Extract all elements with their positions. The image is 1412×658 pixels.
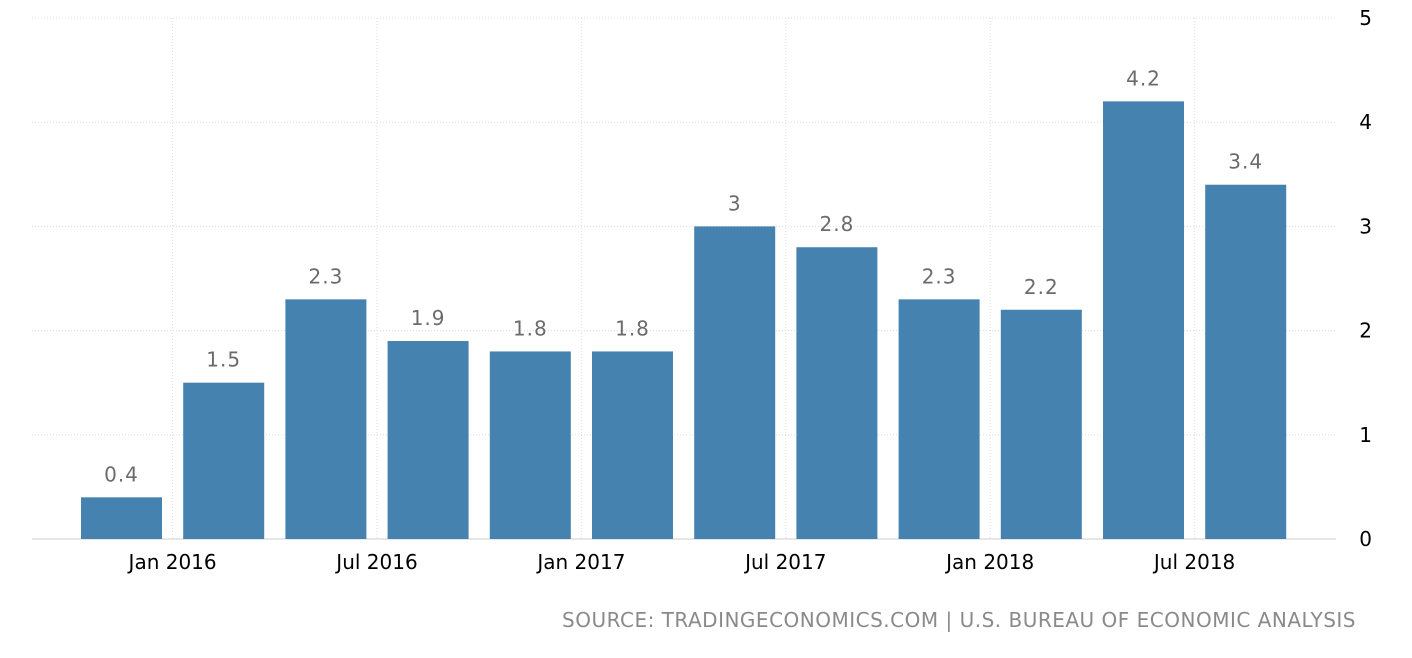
y-tick-label: 1 (1359, 423, 1372, 447)
x-tick-label: Jul 2018 (1152, 550, 1235, 574)
bar-value-label: 1.5 (206, 348, 241, 372)
bar (1103, 101, 1184, 540)
bar-value-label: 2.2 (1024, 275, 1059, 299)
y-tick-label: 5 (1359, 6, 1372, 30)
bars (81, 101, 1287, 540)
bar-value-label: 2.3 (308, 264, 343, 288)
x-tick-label: Jul 2016 (334, 550, 417, 574)
bar (183, 382, 265, 539)
y-tick-label: 3 (1359, 214, 1372, 238)
bar (387, 341, 469, 539)
x-tick-label: Jul 2017 (743, 550, 826, 574)
bar (489, 351, 571, 539)
bar-value-label: 0.4 (104, 462, 139, 486)
bar (1205, 184, 1287, 539)
bar-value-label: 2.8 (819, 212, 854, 236)
bar (285, 299, 367, 539)
bar (898, 299, 980, 539)
bar (592, 351, 673, 539)
source-note: SOURCE: TRADINGECONOMICS.COM | U.S. BURE… (562, 608, 1356, 632)
bar (796, 247, 878, 540)
bar-value-label: 1.9 (411, 306, 446, 330)
bar-chart: 0.4 1.5 2.3 1.9 1.8 1.8 3 2.8 2.3 2.2 4.2 3.4 Jan 2… (32, 6, 1372, 574)
x-tick-label: Jan 2017 (535, 550, 625, 574)
bar (694, 226, 776, 539)
y-tick-label: 0 (1359, 527, 1372, 551)
bar-value-label: 4.2 (1126, 66, 1161, 90)
bar-value-label: 3 (728, 191, 742, 215)
y-axis-ticks: 0 1 2 3 4 5 (1359, 6, 1372, 551)
bar-value-label: 1.8 (615, 316, 650, 340)
bar (81, 497, 162, 539)
bar-value-label: 3.4 (1228, 150, 1263, 174)
data-labels: 0.4 1.5 2.3 1.9 1.8 1.8 3 2.8 2.3 2.2 4.2 3.4 (104, 66, 1263, 486)
bar (1000, 309, 1082, 539)
y-tick-label: 2 (1359, 319, 1372, 343)
bar-value-label: 2.3 (922, 264, 957, 288)
x-axis-ticks: Jan 2016 Jul 2016 Jan 2017 Jul 2017 Jan 2018… (127, 550, 1236, 574)
x-tick-label: Jan 2018 (944, 550, 1034, 574)
x-tick-label: Jan 2016 (127, 550, 217, 574)
bar-value-label: 1.8 (513, 316, 548, 340)
y-tick-label: 4 (1359, 110, 1372, 134)
